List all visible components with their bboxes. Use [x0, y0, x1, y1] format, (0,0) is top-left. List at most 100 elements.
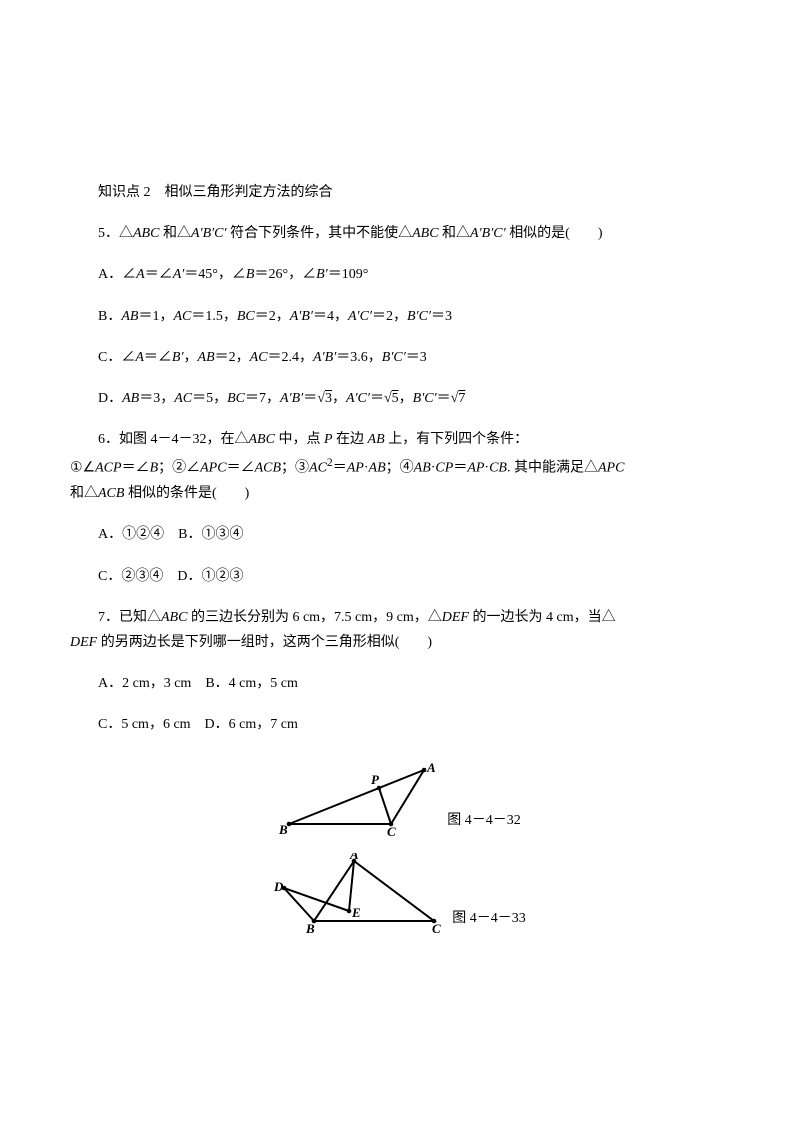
var: BC: [227, 391, 245, 406]
q6-block: 6．如图 4－4－32，在△ABC 中，点 P 在边 AB 上，有下列四个条件：…: [70, 427, 730, 506]
text: ＝4，: [313, 309, 348, 324]
text: C．∠: [98, 350, 135, 365]
figures: A B C P 图 4－4－32 A B C D E 图 4－4－33: [70, 762, 730, 935]
text: ＝26°，∠: [254, 267, 316, 282]
text: 的另两边长是下列哪一组时，这两个三角形相似( ): [97, 635, 432, 650]
var: AB: [368, 432, 385, 447]
var: AC: [309, 461, 327, 476]
text: ＝1，: [138, 309, 173, 324]
text: ＝: [370, 391, 384, 406]
radicand: 3: [325, 391, 332, 406]
pt-C: C: [432, 921, 441, 935]
text: ＝∠: [144, 350, 172, 365]
var: A: [135, 350, 144, 365]
text: ＝2，: [372, 309, 407, 324]
text: 和△: [70, 486, 98, 501]
text: ＝: [437, 391, 451, 406]
text: 的一边长为 4 cm，当△: [469, 610, 616, 625]
text: ，: [332, 391, 346, 406]
var: DEF: [70, 635, 97, 650]
q5-optD: D．AB＝3，AC＝5，BC＝7，A′B′＝√3，A′C′＝√5，B′C′＝√7: [70, 386, 730, 411]
q7-optCD: C．5 cm，6 cm D．6 cm，7 cm: [70, 712, 730, 737]
figure-1-svg: A B C P: [279, 762, 439, 837]
text: ＝3，: [139, 391, 174, 406]
text: ＝3: [431, 309, 452, 324]
text: ；②∠: [158, 461, 200, 476]
text: 符合下列条件，其中不能使△: [227, 226, 413, 241]
text: ＝5，: [192, 391, 227, 406]
var: ACB: [255, 461, 281, 476]
var: A: [136, 267, 145, 282]
var: ABC: [249, 432, 275, 447]
var: AC: [174, 391, 192, 406]
q5-stem: 5．△ABC 和△A′B′C′ 符合下列条件，其中不能使△ABC 和△A′B′C…: [70, 221, 730, 246]
radicand: 5: [392, 391, 399, 406]
q6-line2: ①∠ACP＝∠B；②∠APC＝∠ACB；③AC2＝AP·AB；④AB·CP＝AP…: [70, 452, 730, 481]
section-heading: 知识点 2 相似三角形判定方法的综合: [70, 180, 730, 205]
text: 中，点: [275, 432, 324, 447]
text: ；④: [386, 461, 414, 476]
text: B．: [98, 309, 121, 324]
pt-E: E: [351, 905, 361, 920]
var: B′C′: [413, 391, 437, 406]
text: 上，有下列四个条件：: [385, 432, 529, 447]
radicand: 7: [458, 391, 465, 406]
text: . 其中能满足△: [507, 461, 598, 476]
figure-1-label: 图 4－4－32: [447, 808, 521, 837]
var: ACP: [95, 461, 121, 476]
var: AB: [414, 461, 431, 476]
sqrt: √5: [384, 391, 399, 406]
figure-2-svg: A B C D E: [274, 853, 444, 935]
var: AC: [250, 350, 268, 365]
var: DEF: [442, 610, 469, 625]
text: ＝45°，∠: [184, 267, 246, 282]
var: A′: [173, 267, 185, 282]
var: A′B′C′: [470, 226, 506, 241]
var: ABC: [412, 226, 438, 241]
var: AC: [173, 309, 191, 324]
pt-P: P: [371, 772, 380, 787]
var: A′C′: [346, 391, 370, 406]
var: B: [150, 461, 159, 476]
var: CB: [489, 461, 507, 476]
text: 相似的是( ): [506, 226, 603, 241]
q6-line1: 6．如图 4－4－32，在△ABC 中，点 P 在边 AB 上，有下列四个条件：: [70, 427, 730, 452]
var: A′B′: [290, 309, 313, 324]
var: B′: [316, 267, 328, 282]
text: ＝2，: [255, 309, 290, 324]
pt-B: B: [279, 822, 288, 837]
q5-optA: A．∠A＝∠A′＝45°，∠B＝26°，∠B′＝109°: [70, 262, 730, 287]
var: AB: [121, 309, 138, 324]
q7-optAB: A．2 cm，3 cm B．4 cm，5 cm: [70, 671, 730, 696]
text: ＝1.5，: [191, 309, 237, 324]
figure-1-row: A B C P 图 4－4－32: [279, 762, 521, 837]
var: BC: [237, 309, 255, 324]
var: A′C′: [348, 309, 372, 324]
text: ＝: [333, 461, 347, 476]
text: 和△: [439, 226, 471, 241]
var: AP: [467, 461, 484, 476]
text: 在边: [333, 432, 368, 447]
pt-D: D: [274, 879, 284, 894]
text: ，: [184, 350, 198, 365]
text: 相似的条件是( ): [124, 486, 249, 501]
pt-B: B: [305, 921, 315, 935]
q5-optC: C．∠A＝∠B′，AB＝2，AC＝2.4，A′B′＝3.6，B′C′＝3: [70, 345, 730, 370]
text: ＝109°: [328, 267, 369, 282]
q6-optAB: A．①②④ B．①③④: [70, 522, 730, 547]
text: ＝∠: [145, 267, 173, 282]
var: ABC: [161, 610, 187, 625]
var: B′C′: [407, 309, 431, 324]
var: AB: [122, 391, 139, 406]
var: ABC: [133, 226, 159, 241]
text: ＝3: [406, 350, 427, 365]
var: B′C′: [382, 350, 406, 365]
text: A．∠: [98, 267, 136, 282]
pt-A: A: [426, 762, 436, 775]
text: 6．如图 4－4－32，在△: [98, 432, 249, 447]
var: P: [324, 432, 333, 447]
var: CP: [435, 461, 453, 476]
figure-2-row: A B C D E 图 4－4－33: [274, 853, 526, 935]
text: D．: [98, 391, 122, 406]
var: A′B′: [280, 391, 303, 406]
